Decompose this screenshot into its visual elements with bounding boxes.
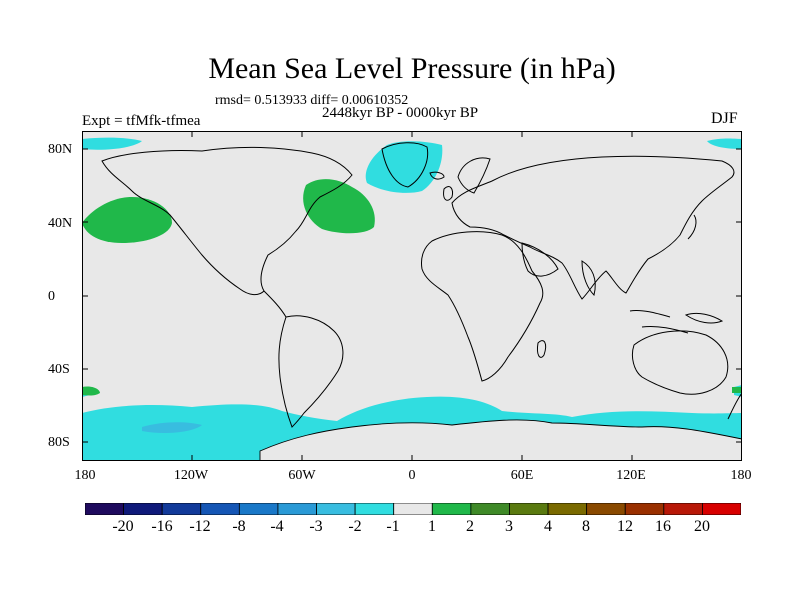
- colorbar-label: -2: [348, 518, 362, 535]
- colorbar-box: [547, 503, 588, 515]
- colorbar-box: [509, 503, 549, 515]
- lat-label-40s: 40S: [48, 362, 70, 377]
- colorbar-label: -3: [309, 518, 323, 535]
- antarctica: [259, 419, 742, 461]
- lon-label-180e: 180: [730, 468, 752, 483]
- colorbar-label: -8: [232, 518, 246, 535]
- lon-label-120w: 120W: [173, 468, 209, 483]
- lat-label-40n: 40N: [48, 216, 73, 231]
- colorbar-box: [238, 503, 279, 515]
- colorbar-box: [663, 503, 703, 515]
- colorbar-label: 12: [617, 518, 633, 535]
- colorbar-label: -1: [386, 518, 400, 535]
- colorbar-label: 2: [466, 518, 474, 535]
- coastlines: [101, 142, 742, 428]
- lon-label-180w: 180: [74, 468, 96, 483]
- plot-title: Mean Sea Level Pressure (in hPa): [208, 52, 616, 85]
- lon-label-120e: 120E: [616, 468, 646, 483]
- colorbar-label: 20: [694, 518, 710, 535]
- negative-north-atlantic: [365, 141, 443, 193]
- colorbar-box: [123, 503, 163, 515]
- colorbar-box: [277, 503, 317, 515]
- lon-label-60e: 60E: [510, 468, 534, 483]
- colorbar-box: [702, 503, 741, 515]
- colorbar-box: [316, 503, 356, 515]
- colorbar-label: -12: [189, 518, 211, 535]
- colorbar-label: 8: [582, 518, 590, 535]
- anomaly-map: [82, 131, 742, 461]
- negative-arctic-top: [82, 137, 142, 150]
- colorbar-box: [161, 503, 202, 515]
- lat-label-80n: 80N: [48, 142, 73, 157]
- time-period: 2448kyr BP - 0000kyr BP: [322, 105, 479, 121]
- positive-north-atlantic: [303, 179, 375, 234]
- positive-south-left: [82, 386, 100, 396]
- colorbar-label: -16: [151, 518, 173, 535]
- colorbar-label: 16: [655, 518, 671, 535]
- colorbar-label: 1: [428, 518, 436, 535]
- experiment-label: Expt = tfMfk-tfmea: [82, 113, 201, 129]
- colorbar-box: [470, 503, 510, 515]
- negative-arctic-right: [707, 138, 742, 149]
- colorbar-label: 4: [544, 518, 552, 535]
- season-label: DJF: [711, 110, 738, 127]
- colorbar-label: -20: [112, 518, 134, 535]
- colorbar-label: -4: [270, 518, 284, 535]
- colorbar-box: [200, 503, 240, 515]
- rmsd-diff-stats: rmsd= 0.513933 diff= 0.00610352: [215, 93, 409, 108]
- map-ticks: [82, 131, 742, 461]
- colorbar-box: [85, 503, 124, 515]
- colorbar-box: [393, 503, 433, 515]
- lat-label-0: 0: [48, 289, 55, 304]
- lon-label-60w: 60W: [288, 468, 316, 483]
- colorbar-box: [624, 503, 665, 515]
- positive-south-right: [732, 387, 742, 393]
- negative-southern-ocean-dark: [142, 422, 202, 433]
- colorbar-label: 3: [505, 518, 513, 535]
- positive-north-pacific: [82, 197, 172, 243]
- lon-label-0: 0: [408, 468, 416, 483]
- colorbar-box: [354, 503, 395, 515]
- colorbar-box: [586, 503, 626, 515]
- colorbar: [85, 503, 741, 515]
- lat-label-80s: 80S: [48, 435, 70, 450]
- colorbar-box: [431, 503, 472, 515]
